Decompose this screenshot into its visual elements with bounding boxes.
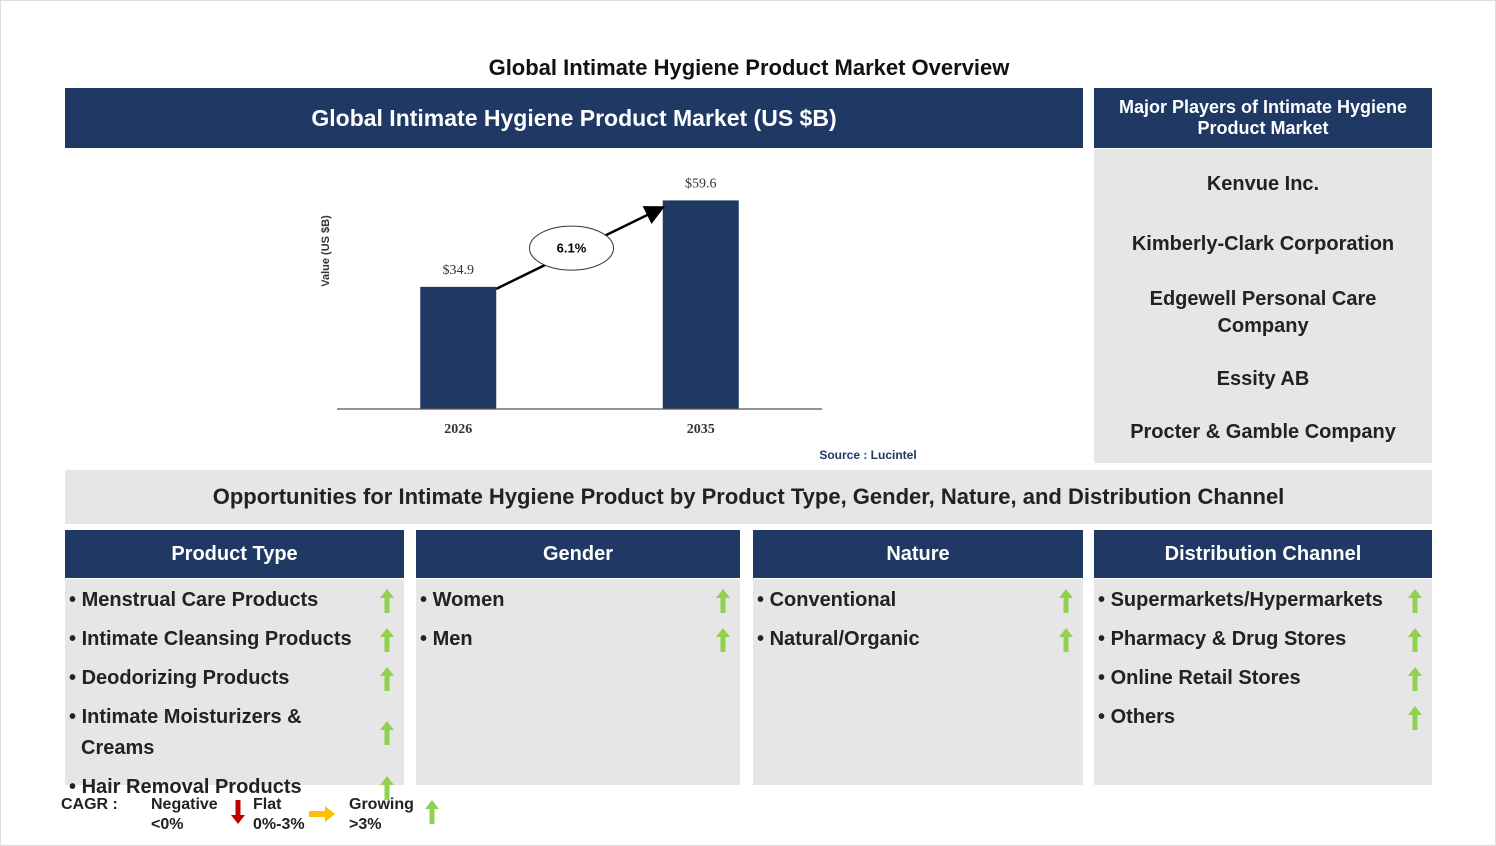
player-name: Kenvue Inc. [1206,173,1320,195]
item-text: Supermarkets/Hypermarkets [1098,585,1383,616]
trend-arrow [380,721,394,745]
trend-arrow [231,800,245,824]
trend-arrow [716,627,730,652]
trend-arrow [380,588,394,613]
legend-label: CAGR : [61,796,118,813]
cagr-bubble [529,225,614,271]
trend-arrow [1408,588,1422,613]
trend-arrow [1408,666,1422,691]
opportunity-item: Women [416,581,740,620]
trend-arrow [425,800,439,824]
value-label: $34.9 [443,263,475,278]
legend-entry-name: Flat [253,796,282,813]
chart: Value (US $B) $34.9 2026 $59.6 2035 6.1% Sourc… [320,177,917,463]
opportunity-item: Deodorizing Products [65,659,404,698]
item-text: Online Retail Stores [1098,663,1301,694]
opportunity-item: Intimate Cleansing Products [65,620,404,659]
column-body: Conventional Natural/Organic [753,579,1083,785]
column-body: Supermarkets/Hypermarkets Pharmacy & Drug… [1094,579,1432,785]
item-text: Natural/Organic [757,624,920,655]
column-body: Menstrual Care Products Intimate Cleansin… [65,579,404,800]
item-text: Intimate Moisturizers & Creams [69,702,380,764]
opportunity-item: Pharmacy & Drug Stores [1094,620,1432,659]
column-header: Distribution Channel [1094,530,1432,578]
legend-entry-range: <0% [151,816,184,833]
legend-entry-range: >3% [349,816,382,833]
item-text: Menstrual Care Products [69,585,319,616]
item-text: Intimate Cleansing Products [69,624,352,655]
x-tick-label: 2026 [444,422,472,437]
opportunity-item: Intimate Moisturizers & Creams [65,698,404,768]
player-name: Procter & Gamble Company [1130,421,1396,443]
opportunity-item: Supermarkets/Hypermarkets [1094,581,1432,620]
bar [662,200,739,409]
opportunity-item: Online Retail Stores [1094,659,1432,698]
trend-arrow [1408,705,1422,730]
trend-arrow [1059,627,1073,652]
legend-entry-name: Growing [349,796,414,813]
legend: CAGR : Negative <0% Flat 0%-3% Growing >3% [61,796,481,841]
value-label: $59.6 [685,177,717,192]
item-text: Pharmacy & Drug Stores [1098,624,1347,655]
column-header: Product Type [65,530,404,578]
trend-arrow [380,627,394,652]
cagr-label: 6.1% [557,241,587,256]
players-panel: Kenvue Inc. Kimberly-Clark Corporation Edg… [1094,149,1432,463]
opportunities-title: Opportunities for Intimate Hygiene Produ… [65,470,1432,524]
trend-arrow [380,775,394,800]
players-title: Major Players of Intimate Hygiene Produc… [1094,88,1432,148]
column-header: Nature [753,530,1083,578]
item-text: Women [420,585,505,616]
chart-title: Global Intimate Hygiene Product Market (… [65,88,1083,148]
legend-entry-range: 0%-3% [253,816,305,833]
y-axis-label: Value (US $B) [320,215,332,287]
bar [420,286,497,409]
x-tick-label: 2035 [687,422,715,437]
opportunity-item: Conventional [753,581,1083,620]
column-header: Gender [416,530,740,578]
item-text: Hair Removal Products [69,772,302,803]
page-title: Global Intimate Hygiene Product Market O… [488,55,1010,80]
trend-arrow [716,588,730,613]
column-body: Women Men [416,579,740,785]
player-name: Kimberly-Clark Corporation [1131,233,1395,255]
item-text: Conventional [757,585,897,616]
item-text: Deodorizing Products [69,663,290,694]
opportunity-item: Men [416,620,740,659]
legend-icon [309,806,335,822]
legend-entry-name: Negative [151,796,218,813]
source: Source : Lucintel [819,448,916,462]
player-name: Edgewell Personal Care Company [1149,288,1377,337]
opportunity-item: Hair Removal Products [65,768,404,807]
opportunity-item: Menstrual Care Products [65,581,404,620]
item-text: Men [420,624,473,655]
item-text: Others [1098,702,1175,733]
trend-arrow [1408,627,1422,652]
trend-arrow [380,666,394,691]
trend-arrow [1059,588,1073,613]
opportunity-item: Natural/Organic [753,620,1083,659]
player-name: Essity AB [1216,368,1310,390]
opportunity-item: Others [1094,698,1432,737]
